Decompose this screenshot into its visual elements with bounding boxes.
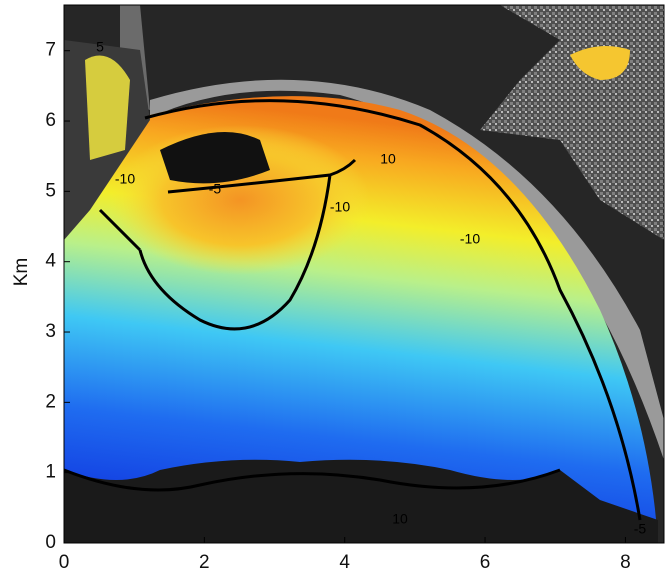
x-tick-label: 8 bbox=[620, 552, 631, 573]
x-tick-label: 4 bbox=[339, 552, 350, 573]
y-tick-label: 1 bbox=[45, 462, 56, 483]
x-tick-label: 0 bbox=[59, 552, 70, 573]
y-tick-label: 4 bbox=[45, 251, 56, 272]
y-tick-label: 0 bbox=[45, 532, 56, 553]
y-tick-label: 2 bbox=[45, 391, 56, 412]
contour-label: 5 bbox=[96, 39, 104, 55]
map-image bbox=[64, 5, 664, 545]
y-tick-label: 5 bbox=[45, 180, 56, 201]
contour-label: -5 bbox=[634, 521, 647, 537]
chart: Km 0 2 4 6 8 0 1 2 3 4 5 6 7 5 -10 -5 -10 10 -10 10 -5 bbox=[0, 0, 667, 577]
contour-label: -10 bbox=[115, 171, 135, 187]
y-tick-label: 7 bbox=[45, 40, 56, 61]
x-tick-label: 2 bbox=[199, 552, 210, 573]
contour-label: -5 bbox=[209, 181, 222, 197]
x-tick-label: 6 bbox=[480, 552, 491, 573]
contour-label: -10 bbox=[330, 199, 350, 215]
y-tick-label: 6 bbox=[45, 110, 56, 131]
contour-label: 10 bbox=[392, 511, 408, 527]
y-tick-label: 3 bbox=[45, 321, 56, 342]
contour-label: -10 bbox=[460, 231, 480, 247]
contour-label: 10 bbox=[380, 151, 396, 167]
y-axis-label: Km bbox=[11, 258, 32, 287]
